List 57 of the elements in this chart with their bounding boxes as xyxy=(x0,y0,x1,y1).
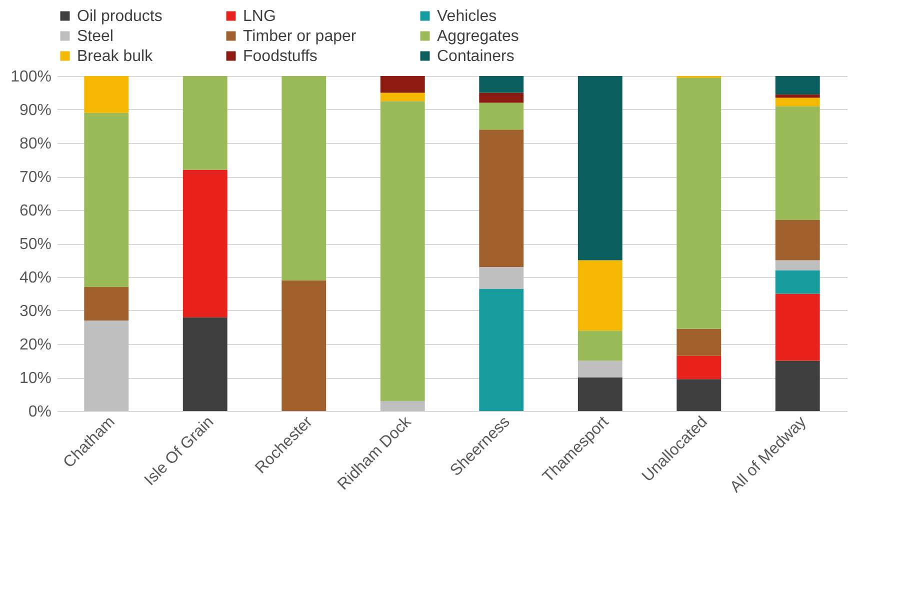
bar xyxy=(775,220,820,260)
bar xyxy=(775,260,820,270)
bar xyxy=(775,270,820,294)
legend-label: Aggregates xyxy=(437,28,519,45)
bar xyxy=(578,76,622,260)
y-tick-label: 100% xyxy=(10,68,52,86)
bar xyxy=(676,78,722,329)
bar xyxy=(479,92,524,103)
bar xyxy=(479,76,524,93)
y-tick-label: 70% xyxy=(19,169,52,186)
bar xyxy=(182,76,228,170)
bar xyxy=(775,360,820,411)
bar xyxy=(578,330,622,361)
y-tick-label: 10% xyxy=(19,370,52,387)
bar xyxy=(282,280,326,411)
bar xyxy=(479,102,524,130)
y-tick-label: 60% xyxy=(19,202,52,220)
y-tick-label: 0% xyxy=(28,404,52,420)
bar xyxy=(676,328,722,356)
bar xyxy=(479,130,524,267)
bar xyxy=(676,379,722,411)
bar xyxy=(84,112,129,288)
bar xyxy=(578,260,622,331)
y-tick-label: 90% xyxy=(19,102,52,119)
bar xyxy=(775,106,820,220)
bar xyxy=(380,101,425,401)
legend-label: LNG xyxy=(243,8,276,25)
bar xyxy=(182,170,228,318)
bar xyxy=(578,360,622,378)
bar xyxy=(84,76,129,113)
legend-label: Timber or paper xyxy=(243,28,357,45)
bar xyxy=(282,76,326,280)
legend-label: Break bulk xyxy=(77,48,154,65)
bar xyxy=(84,320,129,411)
bar xyxy=(380,76,425,93)
bar xyxy=(775,294,820,361)
bar xyxy=(775,76,820,94)
bar xyxy=(380,92,425,102)
bar xyxy=(775,94,820,98)
y-tick-label: 80% xyxy=(19,136,52,152)
bar xyxy=(676,356,722,380)
legend-label: Steel xyxy=(77,28,114,45)
bar xyxy=(84,287,129,321)
bar xyxy=(578,378,622,411)
y-tick-label: 50% xyxy=(19,236,52,253)
y-tick-label: 30% xyxy=(19,303,52,320)
legend-label: Containers xyxy=(437,48,514,65)
y-tick-label: 20% xyxy=(19,336,52,354)
bar xyxy=(479,266,524,289)
legend-label: Foodstuffs xyxy=(243,48,318,65)
bar xyxy=(182,317,228,411)
legend-label: Vehicles xyxy=(437,8,497,25)
bar xyxy=(479,288,524,411)
legend-label: Oil products xyxy=(77,8,162,25)
y-tick-label: 40% xyxy=(19,270,52,286)
bar xyxy=(380,400,425,411)
bar xyxy=(775,98,820,106)
